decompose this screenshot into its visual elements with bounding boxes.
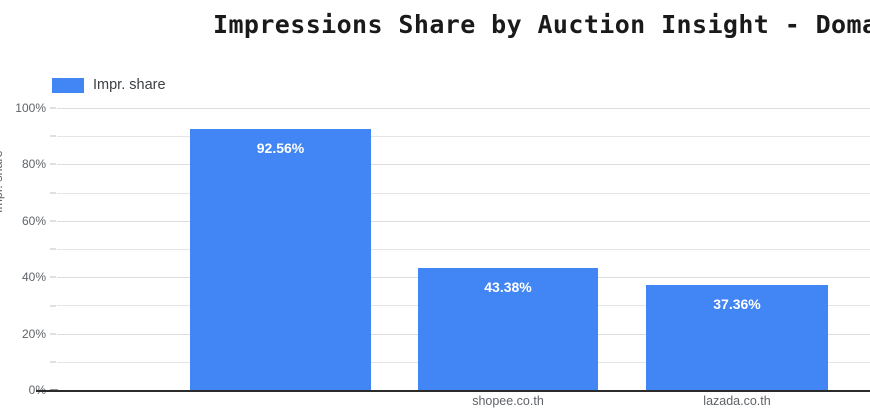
y-tick-mark-100 bbox=[50, 107, 56, 109]
y-tick-mark-50 bbox=[50, 248, 56, 250]
y-tick-label-60: 60% bbox=[21, 214, 46, 228]
plot-area: 92.56% 43.38% 37.36% bbox=[57, 108, 870, 390]
y-tick-mark-30 bbox=[50, 305, 56, 307]
y-tick-mark-70 bbox=[50, 192, 56, 194]
bar-value-label-1: 43.38% bbox=[484, 279, 532, 295]
legend-color-swatch-impr-share bbox=[52, 77, 84, 93]
y-tick-mark-60 bbox=[50, 220, 56, 222]
x-tick-label-lazada: lazada.co.th bbox=[703, 394, 771, 408]
x-tick-label-shopee: shopee.co.th bbox=[472, 394, 544, 408]
gridline-60 bbox=[57, 221, 870, 222]
bar-0[interactable]: 92.56% bbox=[190, 129, 371, 390]
y-tick-mark-80 bbox=[50, 163, 56, 165]
y-tick-mark-90 bbox=[50, 135, 56, 137]
chart-title: Impressions Share by Auction Insight - D… bbox=[213, 10, 870, 39]
legend-label-impr-share: Impr. share bbox=[93, 76, 166, 93]
bar-value-label-2: 37.36% bbox=[713, 296, 761, 312]
gridline-100 bbox=[57, 108, 870, 109]
gridline-80 bbox=[57, 164, 870, 165]
y-tick-label-40: 40% bbox=[21, 270, 46, 284]
bar-1[interactable]: 43.38% bbox=[418, 268, 598, 390]
x-axis-baseline bbox=[36, 390, 870, 392]
gridline-70 bbox=[57, 193, 870, 194]
y-tick-mark-10 bbox=[50, 361, 56, 363]
bar-value-label-0: 92.56% bbox=[256, 140, 305, 156]
gridline-90 bbox=[57, 136, 870, 137]
gridline-50 bbox=[57, 249, 870, 250]
bar-2[interactable]: 37.36% bbox=[646, 285, 828, 390]
y-tick-label-100: 100% bbox=[15, 101, 46, 115]
y-tick-mark-20 bbox=[50, 333, 56, 335]
y-tick-label-80: 80% bbox=[21, 157, 46, 171]
y-tick-label-20: 20% bbox=[21, 327, 46, 341]
chart-legend: Impr. share bbox=[52, 76, 166, 94]
y-tick-mark-40 bbox=[50, 276, 56, 278]
